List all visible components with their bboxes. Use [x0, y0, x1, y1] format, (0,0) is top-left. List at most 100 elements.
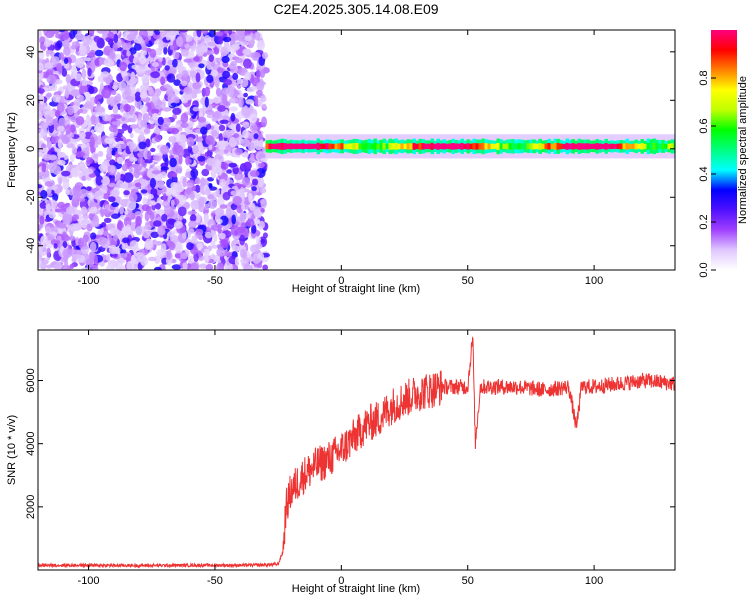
noise-cell — [260, 198, 267, 209]
noise-cell — [39, 171, 46, 176]
noise-cell — [69, 263, 75, 269]
noise-cell — [123, 172, 134, 183]
signal-band-core — [613, 143, 617, 149]
signal-band-core — [586, 143, 590, 150]
noise-cell — [216, 218, 223, 225]
noise-cell — [245, 99, 254, 105]
noise-cell — [214, 159, 222, 169]
noise-cell — [149, 177, 156, 189]
x-tick-label: 100 — [585, 275, 603, 287]
noise-cell — [256, 69, 261, 80]
noise-cell — [90, 232, 97, 240]
noise-cell — [38, 30, 42, 39]
noise-cell — [118, 258, 123, 264]
noise-cell — [190, 214, 197, 222]
noise-cell — [84, 57, 92, 62]
noise-cell — [181, 70, 189, 78]
noise-cell — [101, 178, 109, 184]
noise-cell — [262, 232, 268, 239]
noise-cell — [108, 196, 116, 203]
noise-cell — [173, 220, 183, 229]
noise-cell — [174, 123, 180, 129]
noise-cell — [241, 203, 245, 211]
signal-band-core — [607, 143, 611, 149]
snr-y-label: SNR (10 * v/v) — [6, 415, 18, 485]
noise-cell — [166, 73, 176, 83]
noise-cell — [58, 32, 68, 41]
noise-cell — [66, 143, 74, 149]
noise-cell — [71, 253, 82, 260]
signal-band-core — [322, 143, 326, 149]
noise-cell — [79, 160, 85, 167]
noise-cell — [110, 165, 116, 174]
noise-cell — [241, 151, 249, 158]
noise-cell — [240, 248, 246, 259]
noise-cell — [39, 201, 47, 209]
noise-cell — [243, 161, 252, 171]
noise-cell — [254, 140, 264, 151]
noise-cell — [253, 206, 261, 218]
signal-band-core — [427, 143, 431, 149]
noise-cell — [216, 262, 225, 270]
noise-cell — [80, 206, 88, 216]
noise-cell — [211, 117, 219, 122]
noise-cell — [253, 133, 259, 140]
noise-cell — [128, 192, 138, 203]
noise-cell — [228, 162, 237, 168]
colorbar-tick-label: 0.8 — [698, 70, 710, 85]
noise-cell — [66, 206, 76, 215]
noise-cell — [139, 131, 145, 143]
noise-cell — [152, 113, 159, 121]
noise-cell — [248, 192, 253, 203]
noise-cell — [111, 248, 120, 253]
noise-cell — [215, 87, 222, 97]
signal-band-core — [511, 143, 515, 150]
noise-cell — [90, 222, 100, 228]
noise-cell — [41, 163, 47, 173]
signal-band-core — [520, 143, 524, 150]
signal-band-core — [397, 143, 401, 150]
signal-band-core — [637, 143, 641, 149]
noise-cell — [242, 121, 250, 128]
noise-cell — [78, 108, 83, 114]
noise-cell — [220, 162, 229, 171]
noise-cell — [46, 140, 52, 150]
noise-cell — [43, 39, 52, 48]
noise-cell — [87, 67, 92, 77]
noise-cell — [203, 248, 210, 257]
noise-cell — [56, 235, 63, 241]
noise-cell — [228, 137, 237, 148]
noise-cell — [206, 177, 214, 182]
noise-cell — [239, 211, 245, 223]
noise-cell — [102, 114, 112, 122]
noise-cell — [168, 136, 177, 143]
noise-cell — [84, 168, 94, 176]
noise-cell — [158, 57, 163, 62]
noise-cell — [62, 175, 68, 182]
noise-cell — [177, 206, 187, 217]
signal-band-core — [304, 143, 308, 149]
signal-band-core — [280, 142, 284, 150]
noise-cell — [219, 215, 229, 226]
noise-cell — [156, 249, 164, 258]
noise-cell — [94, 168, 101, 177]
signal-band-core — [445, 143, 449, 149]
y-tick-label: 2000 — [25, 495, 37, 519]
noise-cell — [243, 264, 253, 270]
signal-band-core — [400, 143, 404, 150]
noise-cell — [38, 258, 42, 269]
noise-cell — [256, 40, 265, 51]
noise-cell — [46, 116, 55, 126]
noise-cell — [123, 190, 130, 196]
noise-cell — [197, 250, 202, 258]
signal-band-core — [349, 143, 353, 150]
noise-cell — [205, 135, 214, 146]
noise-cell — [208, 54, 214, 63]
noise-cell — [103, 230, 109, 237]
signal-band-core — [493, 143, 497, 149]
noise-cell — [186, 182, 194, 188]
noise-cell — [44, 218, 51, 223]
signal-band-core — [652, 142, 656, 150]
noise-cell — [52, 165, 61, 175]
noise-cell — [179, 30, 189, 33]
